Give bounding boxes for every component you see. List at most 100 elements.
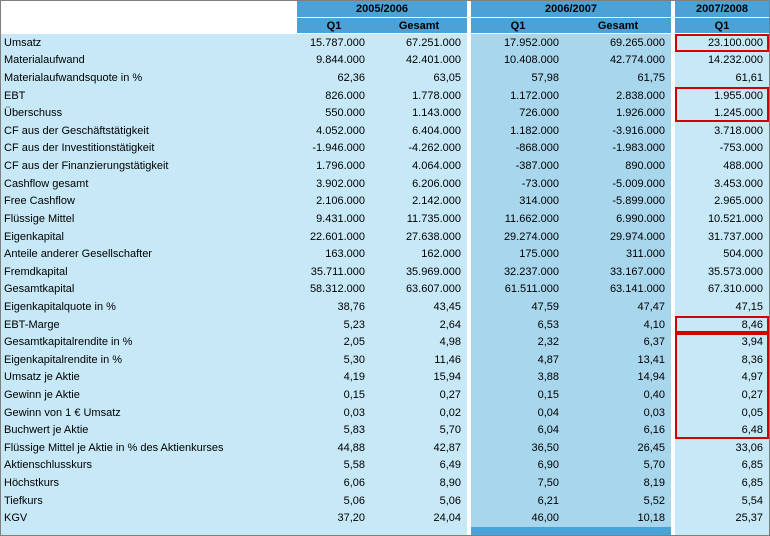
value-cell[interactable]: 11.662.000 xyxy=(471,210,565,228)
value-cell[interactable]: 6,04 xyxy=(471,421,565,440)
value-cell[interactable]: 175.000 xyxy=(471,245,565,263)
value-cell[interactable]: 6.404.000 xyxy=(371,122,467,140)
value-cell[interactable]: 32.237.000 xyxy=(471,262,565,281)
value-cell[interactable]: -5.899.000 xyxy=(565,192,671,211)
highlighted-value-cell[interactable]: 1.955.000 xyxy=(675,86,769,105)
value-cell[interactable]: 6,06 xyxy=(297,474,371,492)
highlighted-value-cell[interactable]: 4,97 xyxy=(675,368,769,387)
value-cell[interactable]: 62,36 xyxy=(297,69,371,87)
value-cell[interactable]: 8,90 xyxy=(371,474,467,492)
value-cell[interactable]: 37,20 xyxy=(297,509,371,528)
value-cell[interactable]: 33.167.000 xyxy=(565,262,671,281)
value-cell[interactable]: 311.000 xyxy=(565,245,671,263)
value-cell[interactable]: 3.453.000 xyxy=(675,174,769,193)
row-label[interactable]: CF aus der Investitionstätigkeit xyxy=(1,139,297,158)
value-cell[interactable]: 61,61 xyxy=(675,69,769,87)
value-cell[interactable]: 15.787.000 xyxy=(297,34,371,52)
value-cell[interactable]: 1.172.000 xyxy=(471,86,565,105)
value-cell[interactable]: 5,30 xyxy=(297,350,371,369)
value-cell[interactable]: 1.926.000 xyxy=(565,104,671,123)
row-label[interactable]: Eigenkapitalrendite in % xyxy=(1,350,297,369)
value-cell[interactable]: 33,06 xyxy=(675,439,769,457)
value-cell[interactable]: 2,64 xyxy=(371,315,467,334)
value-cell[interactable]: 42,87 xyxy=(371,439,467,457)
col-header-gesamt-2006-2007[interactable]: Gesamt xyxy=(565,18,671,34)
value-cell[interactable]: 0,04 xyxy=(471,403,565,422)
value-cell[interactable]: 6,90 xyxy=(471,456,565,475)
value-cell[interactable]: 2.142.000 xyxy=(371,192,467,211)
value-cell[interactable]: 63.607.000 xyxy=(371,280,467,299)
value-cell[interactable]: 5,70 xyxy=(565,456,671,475)
value-cell[interactable]: 162.000 xyxy=(371,245,467,263)
value-cell[interactable]: 2,32 xyxy=(471,333,565,351)
value-cell[interactable]: 1.182.000 xyxy=(471,122,565,140)
value-cell[interactable]: 504.000 xyxy=(675,245,769,263)
value-cell[interactable]: 17.952.000 xyxy=(471,34,565,52)
value-cell[interactable]: 42.774.000 xyxy=(565,51,671,70)
value-cell[interactable]: 46,00 xyxy=(471,509,565,528)
row-label[interactable]: Gewinn von 1 € Umsatz xyxy=(1,403,297,422)
value-cell[interactable]: 0,02 xyxy=(371,403,467,422)
value-cell[interactable]: 3.902.000 xyxy=(297,174,371,193)
highlighted-value-cell[interactable]: 8,36 xyxy=(675,350,769,369)
value-cell[interactable]: 22.601.000 xyxy=(297,227,371,246)
value-cell[interactable]: 3.718.000 xyxy=(675,122,769,140)
highlighted-value-cell[interactable]: 0,27 xyxy=(675,386,769,404)
value-cell[interactable]: 67.310.000 xyxy=(675,280,769,299)
value-cell[interactable]: 29.974.000 xyxy=(565,227,671,246)
value-cell[interactable]: 35.969.000 xyxy=(371,262,467,281)
value-cell[interactable]: 14.232.000 xyxy=(675,51,769,70)
value-cell[interactable]: 42.401.000 xyxy=(371,51,467,70)
value-cell[interactable]: 2.838.000 xyxy=(565,86,671,105)
year-header-2006-2007[interactable]: 2006/2007 xyxy=(471,1,671,18)
row-label[interactable]: Höchstkurs xyxy=(1,474,297,492)
value-cell[interactable]: 314.000 xyxy=(471,192,565,211)
value-cell[interactable]: 35.711.000 xyxy=(297,262,371,281)
highlighted-value-cell[interactable]: 23.100.000 xyxy=(675,34,769,52)
value-cell[interactable]: 5,70 xyxy=(371,421,467,440)
col-header-q1-2007-2008[interactable]: Q1 xyxy=(675,18,769,34)
value-cell[interactable]: -753.000 xyxy=(675,139,769,158)
row-label[interactable]: Flüssige Mittel je Aktie in % des Aktien… xyxy=(1,439,297,457)
value-cell[interactable]: 10.521.000 xyxy=(675,210,769,228)
value-cell[interactable]: 6,49 xyxy=(371,456,467,475)
value-cell[interactable]: -73.000 xyxy=(471,174,565,193)
year-header-2005-2006[interactable]: 2005/2006 xyxy=(297,1,467,18)
value-cell[interactable]: 5,54 xyxy=(675,491,769,510)
value-cell[interactable]: 2.965.000 xyxy=(675,192,769,211)
row-label[interactable]: Buchwert je Aktie xyxy=(1,421,297,440)
row-label[interactable]: Free Cashflow xyxy=(1,192,297,211)
value-cell[interactable]: 0,15 xyxy=(297,386,371,404)
value-cell[interactable]: 25,37 xyxy=(675,509,769,528)
value-cell[interactable]: 69.265.000 xyxy=(565,34,671,52)
row-label[interactable]: Eigenkapitalquote in % xyxy=(1,298,297,316)
value-cell[interactable]: 47,47 xyxy=(565,298,671,316)
value-cell[interactable]: -3.916.000 xyxy=(565,122,671,140)
value-cell[interactable]: 44,88 xyxy=(297,439,371,457)
value-cell[interactable]: 58.312.000 xyxy=(297,280,371,299)
row-label[interactable]: Materialaufwand xyxy=(1,51,297,70)
value-cell[interactable]: 4,87 xyxy=(471,350,565,369)
row-label[interactable]: Eigenkapital xyxy=(1,227,297,246)
value-cell[interactable]: 35.573.000 xyxy=(675,262,769,281)
value-cell[interactable]: 5,52 xyxy=(565,491,671,510)
value-cell[interactable]: 6,37 xyxy=(565,333,671,351)
row-label[interactable]: Fremdkapital xyxy=(1,262,297,281)
row-label[interactable]: EBT xyxy=(1,86,297,105)
row-label[interactable]: Gesamtkapital xyxy=(1,280,297,299)
value-cell[interactable]: 57,98 xyxy=(471,69,565,87)
value-cell[interactable]: 6,16 xyxy=(565,421,671,440)
row-label[interactable]: Umsatz je Aktie xyxy=(1,368,297,387)
value-cell[interactable]: -1.946.000 xyxy=(297,139,371,158)
row-label[interactable]: Überschuss xyxy=(1,104,297,123)
value-cell[interactable]: 0,03 xyxy=(565,403,671,422)
value-cell[interactable]: 6,21 xyxy=(471,491,565,510)
value-cell[interactable]: 11.735.000 xyxy=(371,210,467,228)
row-label[interactable]: Aktienschlusskurs xyxy=(1,456,297,475)
value-cell[interactable]: 6,85 xyxy=(675,456,769,475)
row-label[interactable]: Flüssige Mittel xyxy=(1,210,297,228)
row-label[interactable]: Gesamtkapitalrendite in % xyxy=(1,333,297,351)
value-cell[interactable]: 6,53 xyxy=(471,315,565,334)
value-cell[interactable]: 2,05 xyxy=(297,333,371,351)
value-cell[interactable]: -4.262.000 xyxy=(371,139,467,158)
